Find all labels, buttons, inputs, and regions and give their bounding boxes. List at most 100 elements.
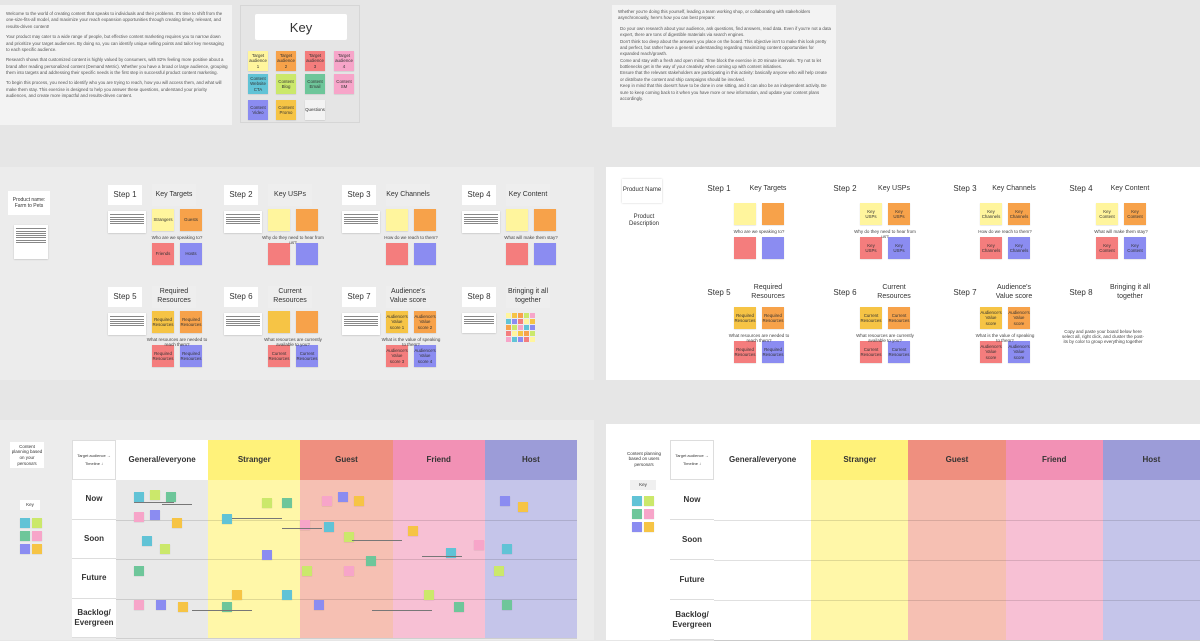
step-label: Step 5: [702, 283, 736, 303]
grid-sticky-note: [282, 498, 292, 508]
grid-row-label: Backlog/ Evergreen: [72, 598, 116, 638]
step-question: What resources are needed to reach them?: [728, 333, 790, 343]
intro-panel: Welcome to the world of creating content…: [0, 5, 232, 125]
step-question: Why do they need to hear from us?: [854, 229, 916, 239]
prep-intro: Whether you're doing this yourself, lead…: [618, 9, 811, 21]
connector-line: [162, 504, 192, 505]
grid-column-body: [1005, 480, 1103, 640]
grid-sticky-note: [424, 590, 434, 600]
grid-sticky-note: [134, 492, 144, 502]
collage-note: [530, 337, 535, 342]
step-title: Key Targets: [152, 184, 196, 206]
product-notes: [14, 225, 48, 259]
step-label: Step 3: [948, 179, 982, 199]
step-question: What is the value of speaking to them?: [975, 333, 1035, 343]
step-label: Step 7: [342, 287, 376, 307]
collage-note: [518, 319, 523, 324]
sticky-note: Key Content: [1096, 237, 1118, 259]
planning-filled: Content planning based on your persona's…: [0, 420, 594, 640]
sticky-note: Key USPs: [888, 203, 910, 225]
collage-note: [512, 319, 517, 324]
grid-corner: Target audience → Timeline ↓: [72, 440, 116, 480]
connector-line: [422, 556, 462, 557]
sticky-note: Audience's Value score 2: [414, 311, 436, 333]
key-item-content-promo: Content Promo: [276, 100, 296, 120]
key-swatch: [632, 522, 642, 532]
step-title: Required Resources: [746, 282, 790, 304]
step-label: Step 6: [224, 287, 258, 307]
corner-top: Target audience →: [675, 452, 709, 458]
prep-bullet: Keep in mind that this doesn't have to b…: [620, 83, 827, 101]
sticky-note: Required Resources: [762, 307, 784, 329]
sticky-note: Guests: [180, 209, 202, 231]
prep-bullet: Don't think too deep about the answers y…: [620, 38, 827, 57]
sticky-note: [296, 209, 318, 231]
corner-bottom: Timeline ↓: [84, 460, 104, 466]
sticky-note: Required Resources: [734, 341, 756, 363]
sticky-note: Current Resources: [860, 341, 882, 363]
step-title: Required Resources: [152, 286, 196, 308]
collage-note: [524, 331, 529, 336]
grid-column-body: [714, 480, 812, 640]
grid-column-body: [811, 480, 909, 640]
step-question: What resources are needed to reach them?: [146, 337, 208, 347]
step-label: Step 4: [462, 185, 496, 205]
sticky-note: [534, 209, 556, 231]
collage-note: [518, 325, 523, 330]
step-question: What resources are currently available t…: [264, 337, 322, 347]
sticky-note: Required Resources: [152, 345, 174, 367]
collage-note: [524, 325, 529, 330]
sticky-note: Current Resources: [860, 307, 882, 329]
corner-bottom: Timeline ↓: [682, 460, 702, 466]
step-title: Current Resources: [268, 286, 312, 308]
grid-sticky-note: [354, 496, 364, 506]
corner-top: Target audience →: [77, 452, 111, 458]
key-legend: Key Target audience 1 Target audience 2 …: [240, 5, 360, 123]
grid-row-divider: [116, 598, 577, 599]
step-label: Step 4: [1064, 179, 1098, 199]
key-swatch: [32, 531, 42, 541]
grid-sticky-note: [366, 556, 376, 566]
step-label: Step 1: [108, 185, 142, 205]
sticky-note: Current Resources: [268, 345, 290, 367]
step-notes: [342, 211, 380, 233]
collage-note: [518, 313, 523, 318]
filled-board: Product name: Farm to Pets Step 1 Key Tar…: [0, 167, 594, 380]
connector-line: [372, 610, 432, 611]
step-title: Key USPs: [268, 184, 312, 206]
step-question: Who are we speaking to?: [151, 235, 203, 240]
step-title: Audience's Value score: [992, 282, 1036, 304]
grid-row-label: Now: [670, 480, 714, 520]
grid-row-divider: [714, 520, 1200, 521]
step-title: Audience's Value score: [386, 286, 430, 308]
grid-sticky-note: [232, 590, 242, 600]
collage-note: [506, 325, 511, 330]
step-notes: [108, 211, 146, 233]
sticky-note: [268, 243, 290, 265]
step-label: Step 6: [828, 283, 862, 303]
step-title: Key USPs: [872, 178, 916, 200]
sticky-note: Friends: [152, 243, 174, 265]
planning-title-blank: Content planning based on users persona'…: [624, 446, 664, 472]
grid-sticky-note: [222, 514, 232, 524]
step-question: What is the value of speaking to them?: [381, 337, 441, 347]
sticky-note: [762, 237, 784, 259]
blank-board: Product Name Product Description Step 1 K…: [606, 167, 1200, 380]
prep-panel: Whether you're doing this yourself, lead…: [612, 5, 836, 127]
sticky-note: Hosts: [180, 243, 202, 265]
step-title: Key Content: [506, 184, 550, 206]
step-label: Step 1: [702, 179, 736, 199]
key-item-questions: Questions: [305, 100, 325, 120]
key-item-content-email: Content Email: [305, 74, 325, 94]
sticky-note: Current Resources: [888, 307, 910, 329]
connector-line: [192, 610, 252, 611]
step-notes: [224, 211, 262, 233]
step-question: What will make them stay?: [504, 235, 558, 240]
grid-row-divider: [116, 559, 577, 560]
step-question: Copy and paste your board below here sel…: [1061, 329, 1145, 344]
collage-note: [530, 313, 535, 318]
sticky-note: [296, 243, 318, 265]
grid-sticky-note: [222, 602, 232, 612]
sticky-note: [268, 311, 290, 333]
step-label: Step 8: [1064, 283, 1098, 303]
